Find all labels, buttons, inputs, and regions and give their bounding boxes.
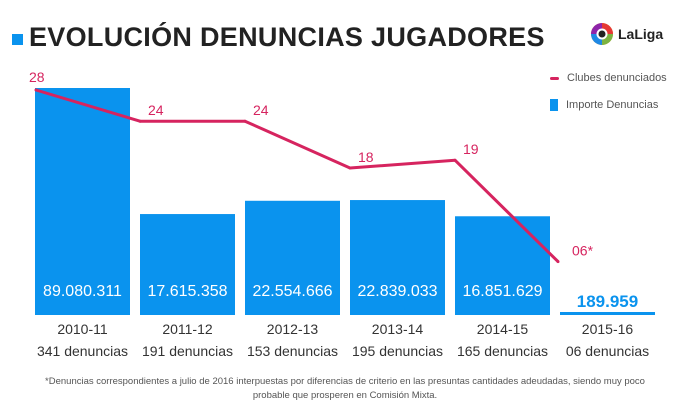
category-label: 2013-14 — [372, 321, 424, 337]
line-value-label: 19 — [463, 141, 479, 157]
bar-value-label: 89.080.311 — [43, 283, 122, 300]
bar — [245, 200, 340, 315]
bar — [560, 312, 655, 315]
bar — [350, 200, 445, 315]
category-sublabel: 165 denuncias — [457, 343, 548, 359]
legend-item-line: Clubes denunciados — [550, 70, 667, 86]
category-sublabel: 191 denuncias — [142, 343, 233, 359]
laliga-logo: LaLiga — [590, 22, 663, 46]
category-label: 2014-15 — [477, 321, 529, 337]
title-marker — [12, 33, 23, 45]
line-value-label: 28 — [29, 69, 45, 85]
bar — [455, 216, 550, 315]
legend-label: Clubes denunciados — [567, 72, 667, 84]
category-sublabel: 195 denuncias — [352, 343, 443, 359]
legend-item-bar: Importe Denuncias — [550, 97, 667, 113]
bar — [140, 214, 235, 315]
bar — [35, 88, 130, 315]
logo-text: LaLiga — [618, 26, 664, 42]
footnote-text: *Denuncias correspondientes a julio de 2… — [45, 376, 645, 401]
line-series — [35, 88, 560, 263]
category-label: 2012-13 — [267, 321, 319, 337]
legend-label: Importe Denuncias — [566, 99, 659, 111]
footnote: *Denuncias correspondientes a julio de 2… — [0, 375, 690, 403]
category-sublabel: 06 denuncias — [566, 343, 649, 359]
line-value-label: 18 — [358, 149, 374, 165]
chart-title: EVOLUCIÓN DENUNCIAS JUGADORES — [12, 22, 545, 53]
category-label: 2011-12 — [162, 321, 213, 337]
category-label: 2010-11 — [57, 321, 108, 337]
chart-canvas: 89.080.311 2010-11 341 denuncias 17.615.358… — [29, 69, 655, 359]
bar-value-label: 22.554.666 — [252, 283, 332, 300]
line-point — [556, 260, 560, 264]
line-point — [34, 88, 38, 92]
laliga-logo-icon — [591, 23, 613, 45]
bar-value-label: 22.839.033 — [357, 283, 437, 300]
line-point — [453, 158, 457, 162]
line-point — [348, 166, 352, 170]
line-point — [138, 119, 142, 123]
category-sublabel: 153 denuncias — [247, 343, 338, 359]
line-value-label: 06* — [572, 243, 594, 259]
line-value-label: 24 — [253, 102, 269, 118]
legend: Clubes denunciados Importe Denuncias — [550, 70, 667, 124]
line-value-label: 24 — [148, 102, 164, 118]
title-text: EVOLUCIÓN DENUNCIAS JUGADORES — [29, 22, 545, 52]
category-label: 2015-16 — [582, 321, 634, 337]
legend-line-swatch — [550, 76, 559, 80]
bar-value-label: 16.851.629 — [462, 283, 542, 300]
category-sublabel: 341 denuncias — [37, 343, 128, 359]
bar-value-label: 17.615.358 — [147, 283, 227, 300]
legend-bar-swatch — [550, 99, 558, 111]
bar-value-label: 189.959 — [577, 292, 638, 311]
line-point — [243, 119, 247, 123]
